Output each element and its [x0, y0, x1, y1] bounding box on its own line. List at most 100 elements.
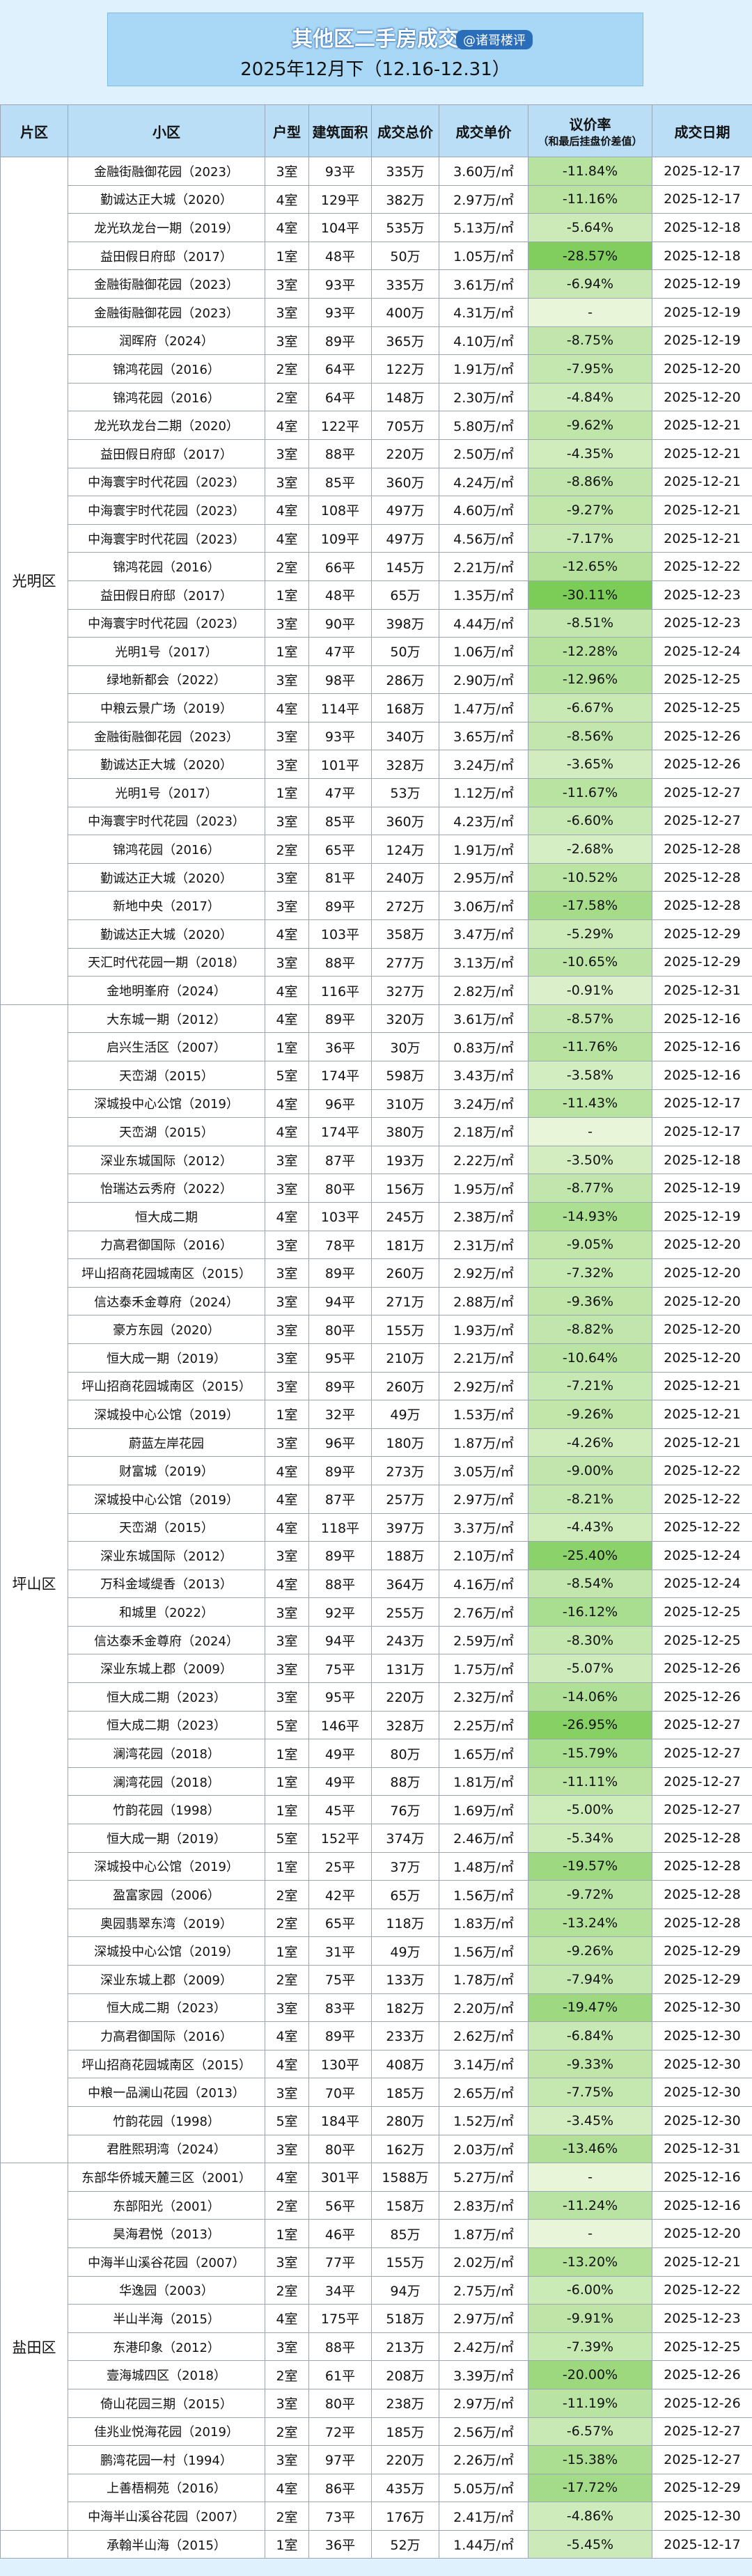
unit-price: 1.06万/㎡	[439, 637, 528, 666]
area: 64平	[308, 382, 372, 412]
column-header: 议价率 （和最后挂盘价差值）	[528, 104, 652, 157]
table-row: 锦鸿花园（2016） 2室 64平 122万 1.91万/㎡ -7.95% 2025-12-…	[1, 354, 752, 384]
table-row: 中海寰宇时代花园（2023） 3室 85平 360万 4.23万/㎡ -6.60% 2025…	[1, 806, 752, 836]
table-row: 信达泰禾金尊府（2024） 3室 94平 243万 2.59万/㎡ -8.30% 2025-…	[1, 1625, 752, 1655]
total-price: 50万	[371, 637, 439, 666]
unit-price: 2.26万/㎡	[439, 2445, 528, 2474]
unit-price: 2.75万/㎡	[439, 2275, 528, 2305]
community: 恒大成一期（2019）	[68, 1343, 265, 1373]
table-row: 金融街融御花园（2023） 3室 93平 335万 3.61万/㎡ -6.94% 2025-…	[1, 269, 752, 299]
community: 壹海城四区（2018）	[68, 2360, 265, 2389]
bargain-rate: -4.84%	[528, 382, 652, 412]
community: 勤诚达正大城（2020）	[68, 919, 265, 949]
unit-price: 2.21万/㎡	[439, 1343, 528, 1373]
unit-price: 2.46万/㎡	[439, 1824, 528, 1853]
unit-price: 2.97万/㎡	[439, 184, 528, 214]
total-price: 208万	[371, 2360, 439, 2389]
community: 佳兆业悦海花园（2019）	[68, 2417, 265, 2447]
table-row: 润晖府（2024） 3室 89平 365万 4.10万/㎡ -8.75% 2025-12-1…	[1, 326, 752, 356]
unit-price: 2.82万/㎡	[439, 976, 528, 1005]
bargain-rate: -20.00%	[528, 2360, 652, 2389]
deal-date: 2025-12-30	[652, 2078, 752, 2107]
area: 31平	[308, 1936, 372, 1966]
total-price: 340万	[371, 721, 439, 751]
total-price: 327万	[371, 976, 439, 1005]
column-header-text: 建筑面积	[312, 123, 368, 141]
total-price: 52万	[371, 2529, 439, 2559]
table-row: 天峦湖（2015） 5室 174平 598万 3.43万/㎡ -3.58% 2025-12-…	[1, 1061, 752, 1090]
deal-date: 2025-12-21	[652, 1428, 752, 1457]
unit-price: 1.69万/㎡	[439, 1795, 528, 1825]
deal-date: 2025-12-27	[652, 2417, 752, 2447]
district: 光明区	[0, 157, 68, 1005]
room-type: 4室	[265, 523, 309, 553]
deal-date: 2025-12-25	[652, 1625, 752, 1655]
bargain-rate: -11.16%	[528, 184, 652, 214]
total-price: 220万	[371, 438, 439, 468]
community: 中海半山溪谷花园（2007）	[68, 2502, 265, 2531]
community: 深业东城国际（2012）	[68, 1145, 265, 1175]
community: 坪山招商花园城南区（2015）	[68, 1371, 265, 1401]
total-price: 210万	[371, 1343, 439, 1373]
area: 25平	[308, 1851, 372, 1881]
total-price: 280万	[371, 2105, 439, 2135]
room-type: 4室	[265, 1201, 309, 1231]
area: 36平	[308, 1032, 372, 1061]
area: 73平	[308, 2502, 372, 2531]
bargain-rate: -9.27%	[528, 496, 652, 525]
unit-price: 1.87万/㎡	[439, 2219, 528, 2248]
total-price: 122万	[371, 354, 439, 384]
total-price: 131万	[371, 1654, 439, 1684]
bargain-rate: -8.82%	[528, 1315, 652, 1344]
total-price: 335万	[371, 269, 439, 299]
area: 109平	[308, 523, 372, 553]
bargain-rate: -8.30%	[528, 1625, 652, 1655]
deal-date: 2025-12-30	[652, 1993, 752, 2023]
column-header: 成交单价	[439, 104, 528, 157]
community: 深城投中心公馆（2019）	[68, 1936, 265, 1966]
deal-date: 2025-12-18	[652, 213, 752, 242]
deal-date: 2025-12-20	[652, 2219, 752, 2248]
table-row: 佳兆业悦海花园（2019） 2室 72平 185万 2.56万/㎡ -6.57% 2025-…	[1, 2417, 752, 2447]
deal-date: 2025-12-19	[652, 1201, 752, 1231]
unit-price: 2.03万/㎡	[439, 2134, 528, 2164]
header: 其他区二手房成交 @诸哥楼评 2025年12月下（12.16-12.31）	[0, 0, 752, 104]
deal-date: 2025-12-22	[652, 2275, 752, 2305]
column-header-text: 户型	[273, 123, 301, 141]
bargain-rate: -4.26%	[528, 1428, 652, 1457]
total-price: 213万	[371, 2332, 439, 2362]
total-price: 158万	[371, 2190, 439, 2220]
area: 103平	[308, 1201, 372, 1231]
column-header-text: 片区	[20, 123, 48, 141]
room-type: 2室	[265, 1965, 309, 1994]
bargain-rate: -11.19%	[528, 2388, 652, 2418]
area: 93平	[308, 721, 372, 751]
community: 天峦湖（2015）	[68, 1117, 265, 1146]
bargain-rate: -30.11%	[528, 580, 652, 610]
bargain-rate: -8.54%	[528, 1569, 652, 1599]
table-row: 蔚蓝左岸花园 3室 96平 180万 1.87万/㎡ -4.26% 2025-12-21	[1, 1428, 752, 1457]
table-row: 启兴生活区（2007） 1室 36平 30万 0.83万/㎡ -11.76% 2025-12…	[1, 1032, 752, 1061]
deal-date: 2025-12-22	[652, 552, 752, 581]
deal-date: 2025-12-28	[652, 891, 752, 921]
total-price: 220万	[371, 2445, 439, 2474]
table-row: 光明1号（2017） 1室 47平 50万 1.06万/㎡ -12.28% 2025-12-…	[1, 637, 752, 666]
total-price: 193万	[371, 1145, 439, 1175]
room-type: 4室	[265, 1569, 309, 1599]
bargain-rate: -6.94%	[528, 269, 652, 299]
unit-price: 3.60万/㎡	[439, 157, 528, 186]
table-row: 益田假日府邸（2017） 3室 88平 220万 2.50万/㎡ -4.35% 2025-1…	[1, 438, 752, 468]
bargain-rate: -6.84%	[528, 2021, 652, 2050]
table-row: 恒大成二期（2023） 3室 95平 220万 2.32万/㎡ -14.06% 2025-1…	[1, 1682, 752, 1712]
deal-date: 2025-12-21	[652, 438, 752, 468]
bargain-rate: -7.94%	[528, 1965, 652, 1994]
bargain-rate: -3.58%	[528, 1061, 652, 1090]
area: 32平	[308, 1400, 372, 1429]
column-header: 成交总价	[371, 104, 439, 157]
area: 65平	[308, 1908, 372, 1938]
community: 中海寰宇时代花园（2023）	[68, 523, 265, 553]
unit-price: 1.52万/㎡	[439, 2105, 528, 2135]
room-type: 3室	[265, 2078, 309, 2107]
community: 怡瑞达云秀府（2022）	[68, 1174, 265, 1203]
deal-date: 2025-12-17	[652, 1089, 752, 1119]
